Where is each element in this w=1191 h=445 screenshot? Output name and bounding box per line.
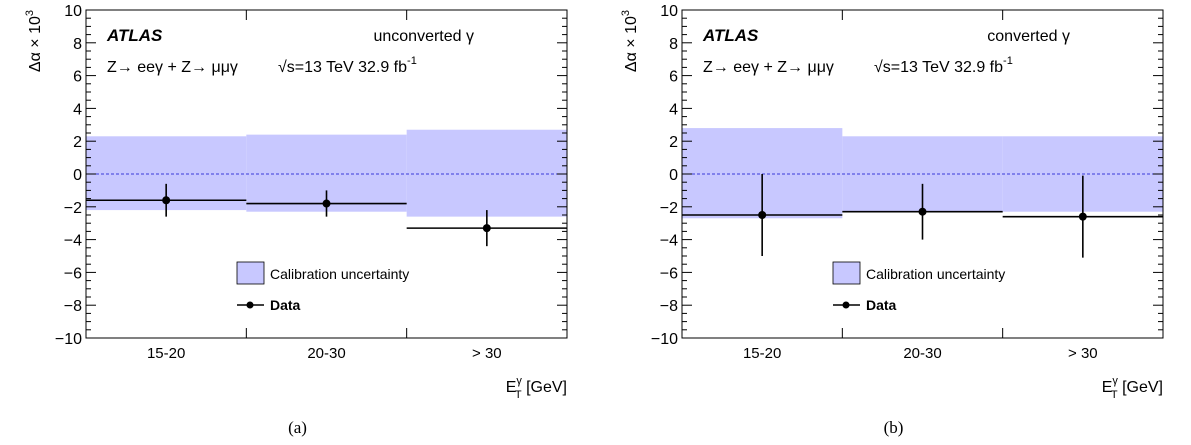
legend-band-label: Calibration uncertainty (866, 266, 1005, 282)
y-tick-label: −10 (651, 331, 678, 348)
y-axis-title: Δα × 103 (24, 10, 44, 72)
process-label: Z→ eeγ + Z→ μμγ (703, 59, 834, 76)
legend-band-swatch (236, 261, 265, 285)
x-axis-title-sub: T (1111, 389, 1118, 401)
energy-lumi-main: √s=13 TeV 32.9 fb (874, 59, 1003, 76)
y-tick-label: −8 (64, 298, 82, 315)
atlas-label: ATLAS (702, 26, 759, 45)
y-tick-label: 2 (73, 134, 82, 151)
x-axis-title-unit: [GeV] (522, 379, 567, 396)
lumi-exponent: -1 (407, 55, 417, 67)
y-tick-label: 8 (669, 36, 678, 53)
panel-b: 10 8 6 4 2 0 −2 −4 −6 −8 −10 15-20 20-30 > 30 Eγ T [GeV… (596, 0, 1191, 445)
x-axis-title-unit: [GeV] (1118, 379, 1163, 396)
y-tick-label: −4 (64, 233, 82, 250)
y-axis-title-main: Δα × 10 (623, 16, 640, 72)
panel-a: 10 8 6 4 2 0 −2 −4 −6 −8 −10 15-20 20-30 > 30 Eγ T [GeV… (0, 0, 595, 445)
y-tick-label: 10 (64, 3, 82, 20)
y-tick-label: −8 (660, 298, 678, 315)
y-tick-label: −4 (660, 233, 678, 250)
energy-lumi-main: √s=13 TeV 32.9 fb (278, 59, 407, 76)
x-tick-label: > 30 (472, 345, 502, 362)
y-tick-label: 10 (660, 3, 678, 20)
y-tick-label: −10 (55, 331, 82, 348)
y-axis-title-exp: 3 (24, 10, 36, 16)
y-tick-label: 6 (73, 69, 82, 86)
category-label: unconverted γ (373, 28, 474, 45)
energy-lumi-label: √s=13 TeV 32.9 fb-1 (874, 55, 1013, 76)
legend-data-label: Data (866, 297, 897, 313)
y-tick-label: −6 (64, 265, 82, 282)
data-point-1 (758, 211, 767, 219)
y-tick-label: 4 (73, 101, 82, 118)
category-label: converted γ (987, 28, 1070, 45)
y-tick-label: 2 (669, 134, 678, 151)
x-axis-title-main: E (506, 379, 517, 396)
data-point-2 (322, 199, 331, 208)
legend-band-label: Calibration uncertainty (270, 266, 409, 282)
y-tick-label: 6 (669, 69, 678, 86)
data-point-3 (482, 224, 491, 233)
y-tick-label: −6 (660, 265, 678, 282)
y-tick-label: 4 (669, 101, 678, 118)
caption-b: (b) (883, 418, 904, 437)
y-tick-label: −2 (64, 200, 82, 217)
legend-data-marker (842, 301, 850, 309)
y-axis-title-exp: 3 (620, 10, 632, 16)
x-tick-label: > 30 (1068, 345, 1098, 362)
x-axis-title: Eγ T [GeV] (1102, 375, 1163, 401)
y-tick-label: 8 (73, 36, 82, 53)
uncertainty-band-3 (406, 129, 567, 217)
legend-data-marker (246, 301, 254, 309)
x-tick-label: 20-30 (903, 345, 941, 362)
data-point-1 (162, 196, 171, 205)
process-label: Z→ eeγ + Z→ μμγ (107, 59, 238, 76)
x-tick-label: 20-30 (307, 345, 345, 362)
legend-band-swatch (832, 261, 861, 285)
legend-data-label: Data (270, 297, 301, 313)
y-tick-label: −2 (660, 200, 678, 217)
x-tick-label: 15-20 (147, 345, 185, 362)
y-tick-label: 0 (73, 167, 82, 184)
x-axis-title: Eγ T [GeV] (506, 375, 567, 401)
y-tick-label: 0 (669, 167, 678, 184)
y-axis-title: Δα × 103 (620, 10, 640, 72)
lumi-exponent: -1 (1003, 55, 1013, 67)
data-point-2 (918, 207, 927, 216)
atlas-label: ATLAS (106, 26, 163, 45)
x-axis-title-main: E (1102, 379, 1113, 396)
energy-lumi-label: √s=13 TeV 32.9 fb-1 (278, 55, 417, 76)
y-axis-title-main: Δα × 10 (27, 16, 44, 72)
x-axis-title-sup: γ (1112, 375, 1118, 387)
x-axis-title-sub: T (515, 389, 522, 401)
data-point-3 (1078, 212, 1087, 221)
x-axis-title-sup: γ (516, 375, 522, 387)
caption-a: (a) (288, 418, 307, 437)
x-tick-label: 15-20 (743, 345, 781, 362)
